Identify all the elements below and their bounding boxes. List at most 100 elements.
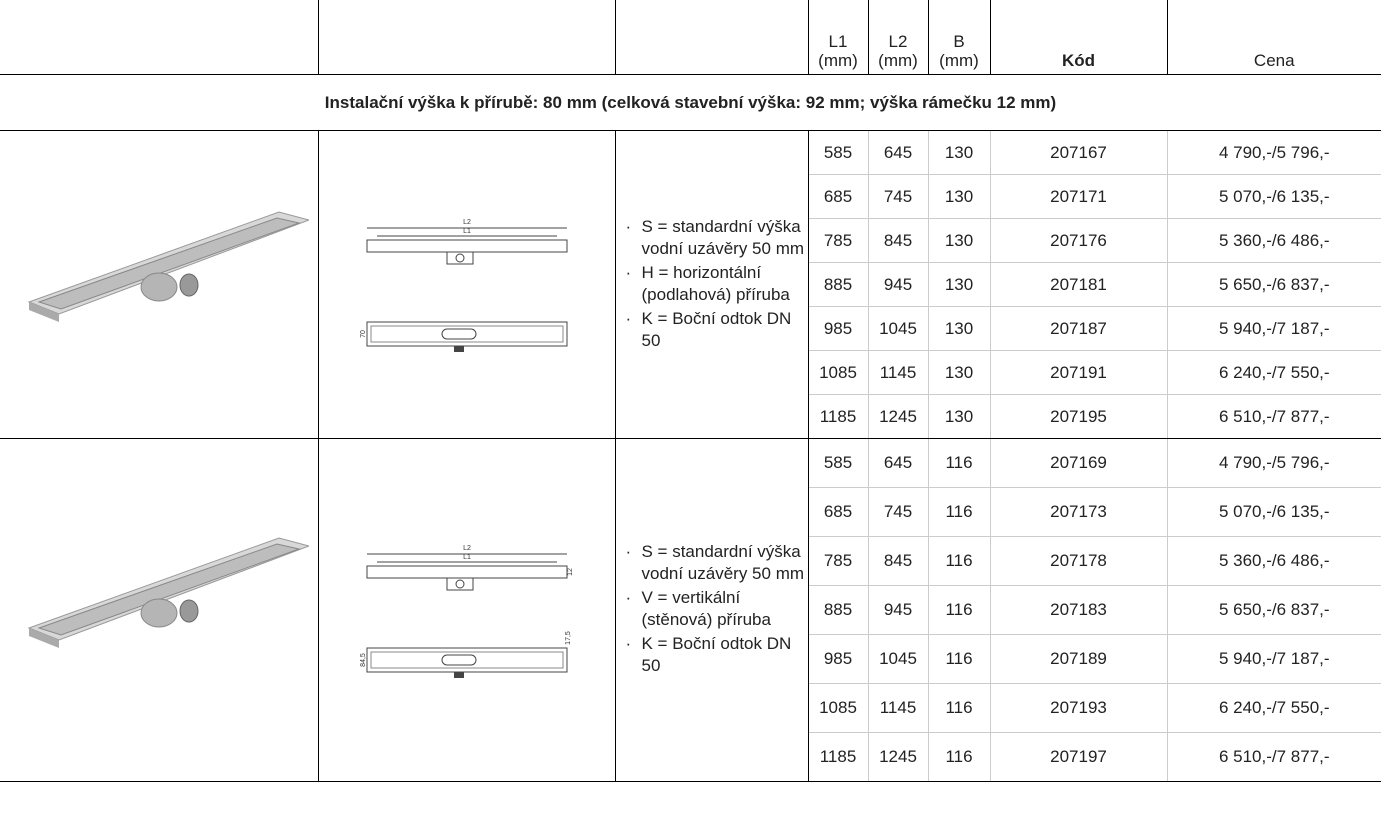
code-cell: 207191 <box>989 350 1167 395</box>
drawing-cell: L2 L1 B70 <box>318 130 616 439</box>
b-cell: 116 <box>927 438 990 488</box>
column-header: L1 (mm) <box>808 0 869 75</box>
price-cell: 5 070,-/6 135,- <box>1166 487 1381 537</box>
drawing-label: 70 <box>360 330 367 338</box>
l2-cell: 1045 <box>867 634 928 684</box>
price-cell: 6 240,-/7 550,- <box>1166 683 1381 733</box>
data-row: 1185 1245 116 207197 6 510,-/7 877,- <box>0 732 1381 782</box>
drain-grate <box>37 217 301 310</box>
code-cell: 207197 <box>989 732 1167 782</box>
drain-outlet <box>140 598 178 627</box>
code-cell: 207176 <box>989 218 1167 263</box>
l1-cell: 885 <box>807 262 868 307</box>
b-cell: 130 <box>927 306 990 351</box>
column-unit: (mm) <box>878 51 918 70</box>
drawing-label: L2 <box>463 219 471 226</box>
l2-cell: 745 <box>867 174 928 219</box>
data-row: 685 745 116 207173 5 070,-/6 135,- <box>0 487 1381 537</box>
drawing-label: L1 <box>463 228 471 235</box>
l1-cell: 985 <box>807 634 868 684</box>
column-unit: (mm) <box>939 51 979 70</box>
l2-cell: 645 <box>867 438 928 488</box>
code-cell: 207167 <box>989 130 1167 175</box>
data-row: 1085 1145 130 207191 6 240,-/7 550,- <box>0 350 1381 395</box>
feature-item: S = standardní výška vodní uzávěry 50 mm <box>626 541 808 585</box>
data-row: 885 945 116 207183 5 650,-/6 837,- <box>0 585 1381 635</box>
data-row: 1185 1245 130 207195 6 510,-/7 877,- <box>0 394 1381 439</box>
column-header: L2 (mm) <box>868 0 929 75</box>
drain-grate <box>37 542 301 636</box>
product-photo <box>27 536 311 648</box>
drawing-label: B <box>357 331 359 336</box>
channel-side <box>366 565 567 578</box>
data-row: L2 L1 B70 S = standardní výška vodní uzávěr… <box>0 130 1381 439</box>
price-cell: 4 790,-/5 796,- <box>1166 438 1381 488</box>
l2-cell: 945 <box>867 585 928 635</box>
section-title: Instalační výška k přírubě: 80 mm (celko… <box>0 74 1381 131</box>
code-cell: 207171 <box>989 174 1167 219</box>
l2-cell: 1245 <box>867 732 928 782</box>
l1-cell: 1185 <box>807 732 868 782</box>
price-cell: 5 650,-/6 837,- <box>1166 262 1381 307</box>
l2-cell: 845 <box>867 218 928 263</box>
outlet-stub <box>453 671 464 678</box>
l1-cell: 785 <box>807 218 868 263</box>
l1-cell: 885 <box>807 585 868 635</box>
feature-item: K = Boční odtok DN 50 <box>626 633 808 677</box>
empty-header <box>318 0 616 75</box>
drain-outlet <box>140 272 178 302</box>
channel-side <box>366 239 567 253</box>
drawing-label: B <box>357 657 359 662</box>
data-row: L2 L1 12 B84,5 17,5 S = standardní výška vodn… <box>0 438 1381 782</box>
price-cell: 5 070,-/6 135,- <box>1166 174 1381 219</box>
l1-cell: 985 <box>807 306 868 351</box>
b-cell: 130 <box>927 174 990 219</box>
drain-side <box>28 302 59 322</box>
l2-cell: 845 <box>867 536 928 586</box>
code-cell: 207178 <box>989 536 1167 586</box>
code-cell: 207183 <box>989 585 1167 635</box>
channel-top <box>366 647 567 672</box>
data-row: 985 1045 130 207187 5 940,-/7 187,- <box>0 306 1381 351</box>
empty-header <box>615 0 809 75</box>
drain-side <box>28 627 59 648</box>
column-header: B (mm) <box>928 0 991 75</box>
l2-cell: 945 <box>867 262 928 307</box>
drain-pipe <box>179 599 199 622</box>
data-row: 985 1045 116 207189 5 940,-/7 187,- <box>0 634 1381 684</box>
drawing-label: L2 <box>463 545 471 552</box>
section-row: Instalační výška k přírubě: 80 mm (celko… <box>0 74 1381 131</box>
code-cell: 207173 <box>989 487 1167 537</box>
features-cell: S = standardní výška vodní uzávěry 50 mm… <box>615 130 809 439</box>
price-cell: 5 650,-/6 837,- <box>1166 585 1381 635</box>
data-row: 785 845 130 207176 5 360,-/6 486,- <box>0 218 1381 263</box>
price-cell: 6 240,-/7 550,- <box>1166 350 1381 395</box>
drawing-label: 17,5 <box>565 631 572 645</box>
price-table: L1 (mm) L2 (mm) B (mm) Kód Cena Instalační výšk… <box>0 0 1381 782</box>
code-cell: 207193 <box>989 683 1167 733</box>
feature-item: K = Boční odtok DN 50 <box>626 308 808 352</box>
channel-inner <box>370 651 563 668</box>
code-cell: 207169 <box>989 438 1167 488</box>
data-row: 1085 1145 116 207193 6 240,-/7 550,- <box>0 683 1381 733</box>
data-row: 685 745 130 207171 5 070,-/6 135,- <box>0 174 1381 219</box>
code-cell: 207195 <box>989 394 1167 439</box>
l2-cell: 1045 <box>867 306 928 351</box>
price-cell: 5 940,-/7 187,- <box>1166 306 1381 351</box>
technical-drawing: L2 L1 12 B84,5 17,5 <box>352 545 574 678</box>
column-label: L2 <box>888 32 908 51</box>
table-body: Instalační výška k přírubě: 80 mm (celko… <box>0 74 1381 782</box>
photo-cell <box>0 438 319 782</box>
code-cell: 207189 <box>989 634 1167 684</box>
l1-cell: 585 <box>807 438 868 488</box>
drawing-label: L1 <box>463 554 471 561</box>
l1-cell: 685 <box>807 487 868 537</box>
l1-cell: 585 <box>807 130 868 175</box>
b-cell: 116 <box>927 487 990 537</box>
code-cell: 207181 <box>989 262 1167 307</box>
l2-cell: 745 <box>867 487 928 537</box>
price-cell: 5 940,-/7 187,- <box>1166 634 1381 684</box>
feature-item: H = horizontální (podlahová) příruba <box>626 262 808 306</box>
outlet-side <box>446 251 473 265</box>
